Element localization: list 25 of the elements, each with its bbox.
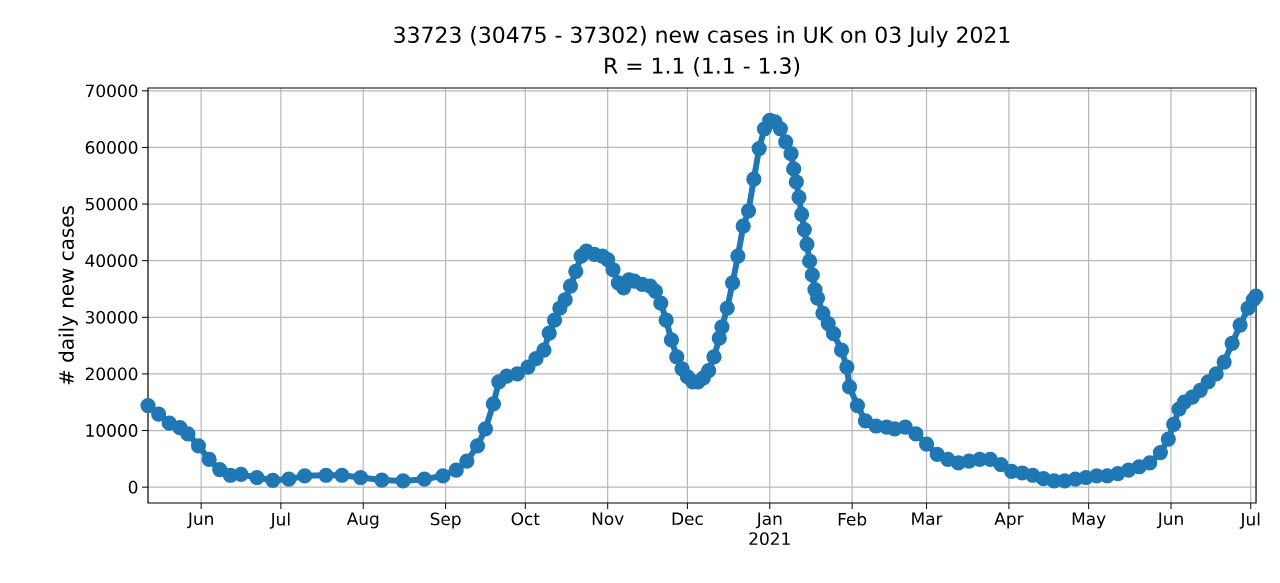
y-tick-label: 70000 [85,84,138,98]
chart-subtitle: R = 1.1 (1.1 - 1.3) [605,56,800,77]
y-tick-label: 0 [128,480,138,494]
y-tick-label: 30000 [85,310,138,324]
x-tick-label: Nov [592,512,624,526]
y-tick-label: 50000 [85,197,138,211]
x-tick-label: Feb [838,512,867,526]
x-tick-label: Mar [912,512,943,526]
x-tick-label: May [1072,512,1106,529]
y-axis-title: # daily new cases [58,206,78,385]
x-tick-label: Aug [346,512,379,529]
chart-title: 33723 (30475 - 37302) new cases in UK on 03 July 2021 [394,26,1010,48]
x-tick-label: Jun [187,512,213,529]
x-tick-label: Jan 2021 [749,512,790,546]
y-tick-label: 40000 [85,254,138,268]
y-tick-label: 10000 [86,424,138,437]
x-tick-label: Jun [1156,512,1183,529]
y-tick-label: 20000 [85,367,138,381]
y-tick-label: 60000 [85,141,138,154]
x-tick-label: Jul [1239,512,1260,529]
x-tick-label: Dec [672,512,703,526]
x-tick-label: Jul [269,512,290,529]
x-tick-label: Apr [994,512,1024,529]
x-tick-label: Sep [430,512,461,529]
x-tick-label: Oct [511,512,540,526]
